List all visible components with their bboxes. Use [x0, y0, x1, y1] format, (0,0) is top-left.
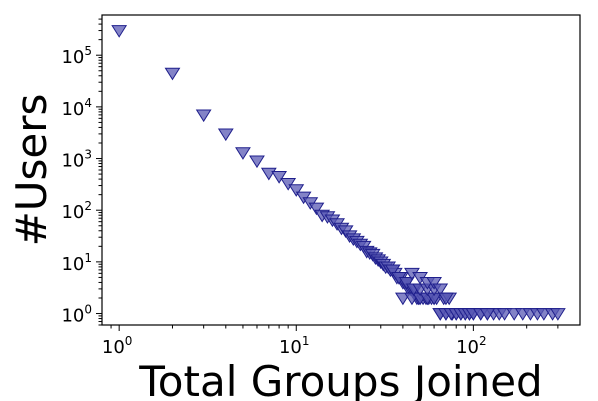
- data-point: [164, 67, 181, 81]
- x-tick-label: 102: [456, 334, 487, 358]
- data-point: [235, 147, 251, 160]
- data-point: [249, 155, 265, 169]
- data-point: [195, 109, 212, 123]
- x-tick-label: 101: [279, 334, 310, 358]
- y-tick-label: 104: [61, 96, 92, 120]
- y-tick-label: 105: [61, 44, 92, 68]
- data-point: [217, 128, 234, 142]
- data-point: [384, 264, 401, 278]
- data-point: [549, 308, 566, 321]
- data-point: [426, 277, 442, 290]
- ticks-layer: 100 101 102 100 101 102 103 104 105: [61, 18, 559, 358]
- plot-frame: [101, 14, 581, 326]
- data-point: [111, 25, 128, 38]
- data-point: [280, 178, 297, 191]
- y-tick-label: 100: [61, 303, 92, 327]
- y-tick-label: 103: [61, 148, 92, 172]
- y-tick-label: 102: [61, 199, 92, 223]
- data-point: [271, 171, 288, 184]
- data-point: [432, 283, 449, 297]
- data-point: [438, 292, 454, 306]
- markers-layer: [111, 25, 566, 321]
- data-point: [496, 308, 513, 321]
- x-axis-title: Total Groups Joined: [138, 357, 542, 401]
- y-tick-label: 101: [61, 251, 92, 275]
- y-axis-title: #Users: [7, 94, 56, 247]
- x-tick-label: 100: [102, 334, 133, 358]
- data-point: [308, 202, 325, 216]
- data-point: [288, 184, 305, 197]
- data-point: [398, 277, 415, 290]
- data-point: [479, 308, 496, 321]
